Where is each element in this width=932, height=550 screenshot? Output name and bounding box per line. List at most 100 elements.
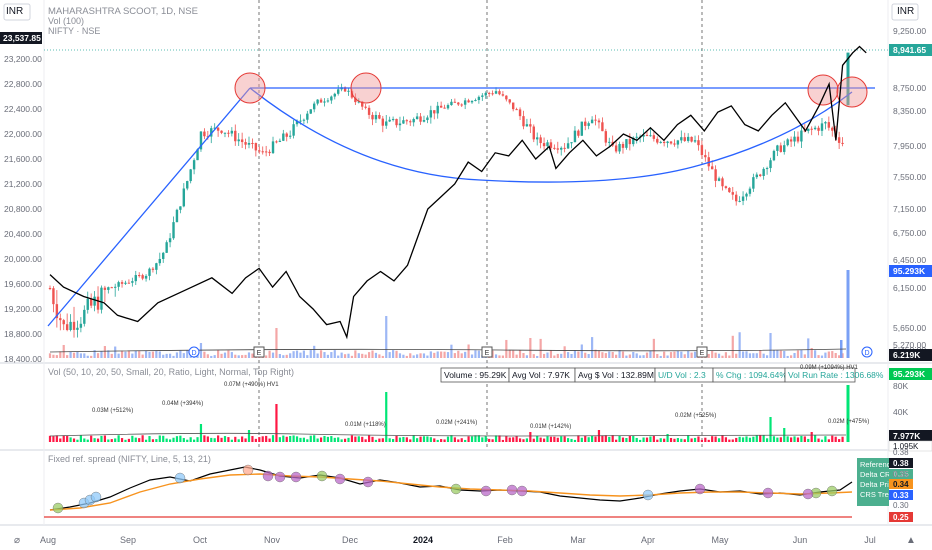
volume-bar	[237, 439, 240, 442]
main-volume-bar	[398, 353, 402, 358]
candle-body	[810, 128, 813, 130]
timezone-icon[interactable]: ⌀	[14, 535, 20, 546]
left-axis-tick: 22,800.00	[4, 79, 42, 89]
volume-bar	[292, 435, 295, 442]
volume-bar	[460, 438, 463, 442]
time-axis[interactable]: Aug Sep Oct Nov Dec 2024 Feb Mar Apr May Jun Jul	[40, 535, 876, 545]
volume-badge-low-bg	[888, 440, 932, 452]
candle-body	[429, 110, 433, 118]
scroll-up-icon[interactable]: ▲	[906, 535, 916, 546]
candle-body	[642, 134, 645, 137]
main-volume-bar	[807, 338, 810, 358]
time-axis-label: Aug	[40, 535, 56, 545]
candle-body	[752, 177, 755, 189]
volume-bar	[690, 438, 693, 442]
candle-body	[800, 130, 803, 142]
volume-bar	[810, 432, 813, 442]
candle-body	[707, 157, 710, 167]
main-volume-bar	[745, 351, 748, 358]
candle-body	[230, 130, 234, 134]
candle-body	[326, 100, 330, 102]
spread-legend-item: CRS Trend	[860, 490, 897, 499]
main-volume-bar	[608, 351, 611, 358]
volume-bar	[131, 435, 134, 442]
main-volume-bar	[124, 351, 127, 358]
volume-bar	[371, 436, 374, 442]
candle-body	[268, 151, 271, 154]
volume-bar	[748, 437, 752, 442]
main-volume-bar	[587, 354, 590, 358]
candle-body	[357, 101, 360, 103]
left-axis-tick: 20,800.00	[4, 204, 42, 214]
main-volume-bar	[429, 351, 432, 358]
main-badges: 8,941.65 95.293K 6.219K	[889, 44, 932, 361]
main-volume-bar	[271, 352, 275, 358]
main-volume-bar	[114, 346, 117, 358]
candle-body	[343, 87, 347, 92]
main-volume-bar	[412, 355, 415, 358]
candle-body	[783, 145, 786, 152]
main-volume-bar	[107, 350, 110, 358]
volume-bar	[429, 437, 432, 442]
volume-bar	[409, 439, 412, 442]
candle-body	[182, 188, 186, 207]
volume-bar	[52, 436, 55, 442]
currency-left-label[interactable]: INR	[6, 6, 23, 17]
candle-body	[439, 105, 443, 108]
main-volume-bar	[182, 353, 185, 358]
candle-body	[686, 136, 690, 141]
main-volume-bar	[367, 352, 371, 358]
volume-bar	[776, 437, 779, 442]
main-volume-bar	[649, 351, 652, 358]
left-price-axis[interactable]: 23,200.00 22,800.00 22,400.00 22,000.00 21,6…	[0, 32, 888, 364]
left-price-badge-bg	[0, 32, 42, 44]
candle-body	[412, 119, 415, 123]
candle-body	[573, 130, 577, 143]
main-volume-bar	[347, 353, 350, 358]
main-volume-bar	[110, 353, 113, 358]
volume-bar	[697, 436, 700, 442]
candle-body	[295, 120, 299, 125]
main-volume-bar	[741, 351, 745, 358]
candle-body	[779, 145, 783, 152]
spread-badge-bg	[889, 469, 913, 479]
volume-bar	[151, 439, 155, 442]
candle-body	[484, 92, 487, 96]
candle-body	[515, 109, 518, 111]
volume-bar	[611, 435, 614, 442]
currency-right-label[interactable]: INR	[897, 6, 914, 17]
candle-body	[113, 286, 117, 288]
candle-body	[144, 275, 148, 279]
volume-bar	[652, 435, 655, 442]
candle-body	[103, 287, 107, 290]
volume-bar	[443, 439, 446, 442]
volume-bar	[820, 439, 824, 442]
main-volume-bar	[333, 350, 336, 358]
candle-body	[398, 123, 402, 126]
candle-body	[649, 135, 652, 137]
volume-bar	[378, 438, 381, 442]
volume-bar	[846, 385, 850, 442]
pivot-highlight-circle	[807, 74, 839, 106]
candle-body	[120, 282, 124, 284]
spread-badge: 0.38	[893, 459, 909, 468]
candle-body	[175, 209, 179, 223]
candle-body	[738, 200, 741, 202]
volume-bar	[385, 392, 388, 442]
candle-body	[309, 109, 312, 114]
volume-bar	[700, 439, 703, 442]
main-volume-bar	[501, 355, 504, 358]
volume-bar	[436, 439, 439, 442]
candle-body	[203, 131, 206, 137]
candle-body	[683, 137, 686, 141]
volume-bar	[467, 436, 470, 442]
earnings-marker	[481, 346, 493, 358]
left-axis-tick: 18,800.00	[4, 329, 42, 339]
candle-body	[704, 155, 707, 158]
volume-bar	[645, 437, 649, 442]
spread-legend-item: Reference	[860, 460, 895, 469]
main-volume-bar	[666, 355, 669, 358]
cup-pattern-drawing[interactable]	[47, 72, 875, 327]
